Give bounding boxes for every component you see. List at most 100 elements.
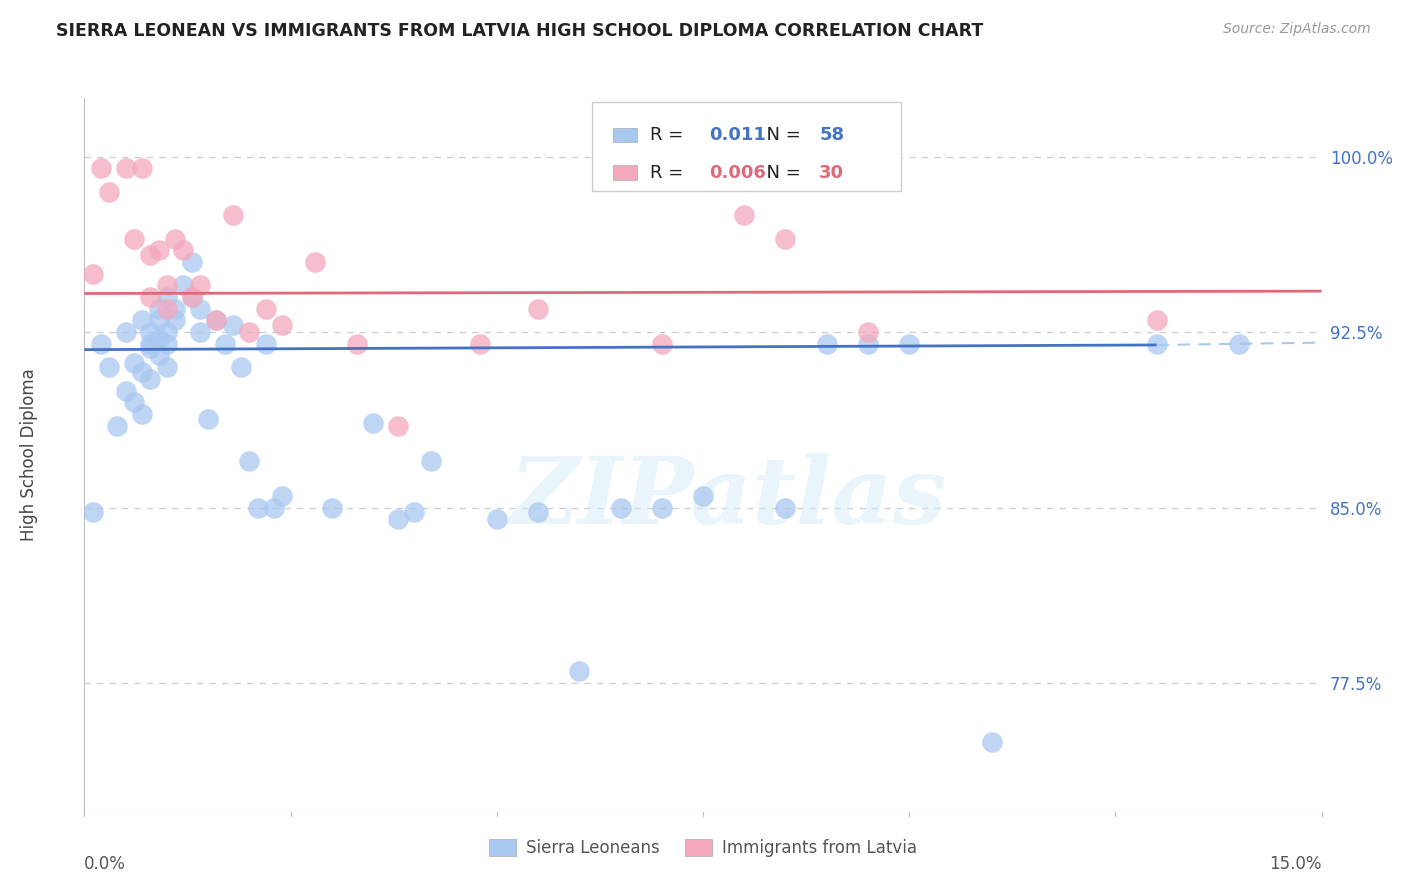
Point	[205, 313, 228, 327]
Point	[188, 325, 211, 339]
Point	[246, 500, 269, 515]
Point	[205, 313, 228, 327]
Point	[139, 336, 162, 351]
Point	[527, 301, 550, 316]
Point	[321, 500, 343, 515]
Point	[156, 278, 179, 293]
Point	[651, 336, 673, 351]
Point	[898, 336, 921, 351]
Point	[238, 325, 260, 339]
Point	[980, 734, 1002, 748]
Point	[172, 243, 194, 257]
Point	[775, 500, 797, 515]
Point	[254, 336, 277, 351]
Text: Source: ZipAtlas.com: Source: ZipAtlas.com	[1223, 22, 1371, 37]
Point	[148, 243, 170, 257]
FancyBboxPatch shape	[613, 128, 637, 142]
Point	[271, 318, 294, 332]
Text: ZIPatlas: ZIPatlas	[509, 453, 946, 542]
Point	[114, 161, 136, 176]
Point	[122, 395, 145, 409]
Point	[90, 161, 112, 176]
Point	[1146, 313, 1168, 327]
Point	[1227, 336, 1250, 351]
Point	[254, 301, 277, 316]
Text: 0.011: 0.011	[709, 126, 766, 144]
Point	[815, 336, 838, 351]
Text: 30: 30	[820, 163, 845, 182]
Point	[222, 318, 245, 332]
Point	[527, 505, 550, 519]
Point	[238, 454, 260, 468]
Point	[856, 325, 879, 339]
Point	[165, 313, 187, 327]
Point	[139, 248, 162, 262]
Point	[229, 360, 252, 375]
Point	[122, 355, 145, 369]
Point	[188, 301, 211, 316]
Text: 0.0%: 0.0%	[84, 855, 127, 872]
Point	[122, 231, 145, 245]
Point	[139, 342, 162, 356]
Point	[172, 278, 194, 293]
Point	[82, 505, 104, 519]
Text: SIERRA LEONEAN VS IMMIGRANTS FROM LATVIA HIGH SCHOOL DIPLOMA CORRELATION CHART: SIERRA LEONEAN VS IMMIGRANTS FROM LATVIA…	[56, 22, 983, 40]
Point	[90, 336, 112, 351]
Point	[188, 278, 211, 293]
Point	[856, 336, 879, 351]
Text: 58: 58	[820, 126, 845, 144]
Point	[139, 372, 162, 386]
Point	[197, 411, 219, 425]
Point	[98, 185, 121, 199]
Point	[304, 255, 326, 269]
Point	[114, 325, 136, 339]
Point	[82, 267, 104, 281]
Point	[139, 290, 162, 304]
Text: R =: R =	[650, 163, 689, 182]
Point	[222, 208, 245, 222]
Legend: Sierra Leoneans, Immigrants from Latvia: Sierra Leoneans, Immigrants from Latvia	[482, 832, 924, 864]
Point	[156, 336, 179, 351]
Text: High School Diploma: High School Diploma	[20, 368, 38, 541]
Point	[165, 231, 187, 245]
Point	[180, 290, 202, 304]
Point	[156, 325, 179, 339]
Point	[180, 255, 202, 269]
Text: R =: R =	[650, 126, 689, 144]
Point	[419, 454, 441, 468]
Text: N =: N =	[755, 126, 807, 144]
Point	[131, 313, 153, 327]
Point	[148, 301, 170, 316]
Point	[148, 332, 170, 346]
Point	[156, 290, 179, 304]
Point	[361, 417, 384, 431]
Point	[733, 208, 755, 222]
Point	[271, 489, 294, 503]
Point	[775, 231, 797, 245]
Point	[568, 665, 591, 679]
Point	[214, 336, 236, 351]
Point	[387, 418, 409, 433]
Point	[387, 512, 409, 526]
Point	[139, 325, 162, 339]
Point	[131, 365, 153, 379]
Point	[609, 500, 631, 515]
Point	[651, 500, 673, 515]
Point	[346, 336, 368, 351]
Point	[156, 360, 179, 375]
Text: 0.006: 0.006	[709, 163, 766, 182]
Text: N =: N =	[755, 163, 807, 182]
Text: 15.0%: 15.0%	[1270, 855, 1322, 872]
FancyBboxPatch shape	[613, 165, 637, 179]
FancyBboxPatch shape	[592, 102, 901, 191]
Point	[263, 500, 285, 515]
Point	[470, 336, 492, 351]
Point	[485, 512, 508, 526]
Point	[692, 489, 714, 503]
Point	[148, 313, 170, 327]
Point	[404, 505, 426, 519]
Point	[148, 349, 170, 363]
Point	[180, 290, 202, 304]
Point	[1146, 336, 1168, 351]
Point	[131, 161, 153, 176]
